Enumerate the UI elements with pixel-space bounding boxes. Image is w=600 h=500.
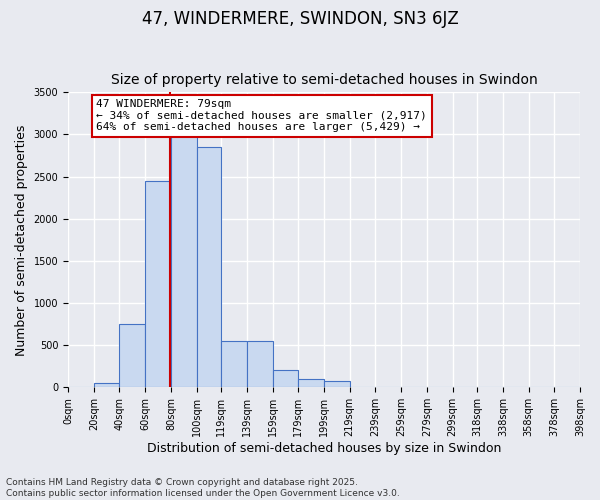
Text: 47, WINDERMERE, SWINDON, SN3 6JZ: 47, WINDERMERE, SWINDON, SN3 6JZ xyxy=(142,10,458,28)
Bar xyxy=(247,341,272,388)
Y-axis label: Number of semi-detached properties: Number of semi-detached properties xyxy=(15,124,28,356)
Bar xyxy=(298,379,324,388)
Bar xyxy=(272,370,298,388)
Bar xyxy=(94,383,119,388)
Bar xyxy=(119,324,145,388)
Bar xyxy=(145,181,171,388)
Title: Size of property relative to semi-detached houses in Swindon: Size of property relative to semi-detach… xyxy=(110,73,538,87)
Bar xyxy=(197,147,221,388)
Bar xyxy=(221,341,247,388)
Bar xyxy=(324,381,350,388)
Text: Contains HM Land Registry data © Crown copyright and database right 2025.
Contai: Contains HM Land Registry data © Crown c… xyxy=(6,478,400,498)
X-axis label: Distribution of semi-detached houses by size in Swindon: Distribution of semi-detached houses by … xyxy=(147,442,501,455)
Text: 47 WINDERMERE: 79sqm
← 34% of semi-detached houses are smaller (2,917)
64% of se: 47 WINDERMERE: 79sqm ← 34% of semi-detac… xyxy=(97,99,427,132)
Bar xyxy=(171,114,197,388)
